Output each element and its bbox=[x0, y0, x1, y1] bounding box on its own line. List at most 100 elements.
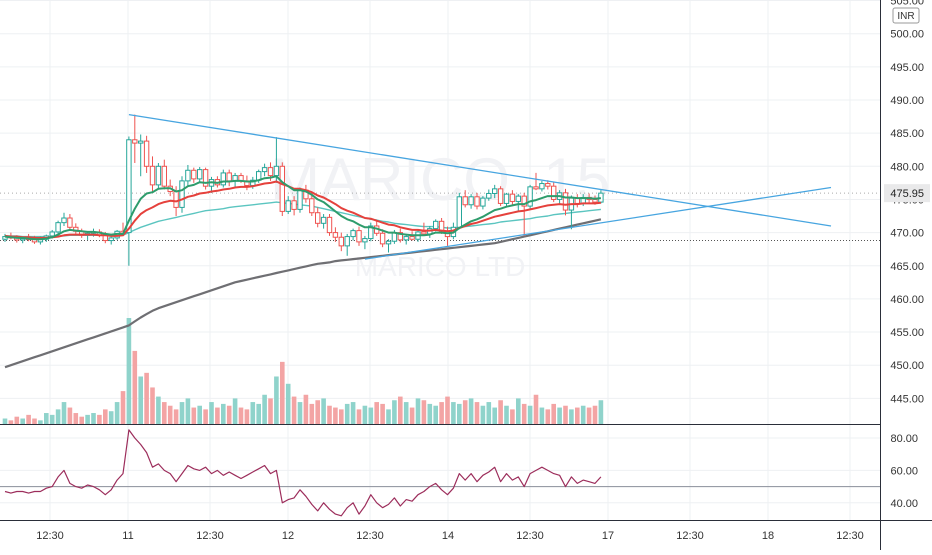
candle-body bbox=[474, 196, 480, 207]
candle-body bbox=[421, 231, 427, 235]
candle-body bbox=[149, 165, 156, 186]
volume-bar bbox=[173, 409, 179, 424]
volume-bar bbox=[61, 402, 67, 424]
volume-bar bbox=[439, 402, 444, 424]
candle-body bbox=[315, 212, 321, 224]
volume-bar bbox=[492, 407, 497, 424]
volume-bar bbox=[167, 405, 173, 424]
volume-bar bbox=[55, 409, 61, 424]
candle bbox=[220, 169, 227, 188]
rsi-tick-label: 40.00 bbox=[890, 498, 918, 510]
volume-bar bbox=[144, 372, 149, 424]
volume-bar bbox=[138, 376, 143, 424]
time-tick-label: 11 bbox=[122, 530, 133, 542]
candle bbox=[379, 229, 386, 248]
volume-bar bbox=[49, 414, 55, 424]
volume-bar bbox=[103, 409, 108, 424]
last-price-tag: 475.95 bbox=[884, 184, 930, 203]
candle bbox=[350, 228, 356, 241]
volume-bar bbox=[8, 420, 14, 424]
candle-body bbox=[108, 237, 114, 242]
candle bbox=[309, 192, 315, 217]
volume-bar bbox=[97, 414, 102, 424]
volume-bar bbox=[73, 413, 79, 424]
time-tick-label: 17 bbox=[602, 530, 614, 542]
ema-slow-line bbox=[4, 180, 602, 239]
volume-bar bbox=[280, 361, 285, 424]
volume-bar bbox=[468, 398, 474, 424]
candle bbox=[468, 194, 474, 209]
volume-bar bbox=[79, 416, 84, 424]
volume-bar bbox=[44, 413, 49, 424]
candle-body bbox=[67, 217, 73, 228]
candle bbox=[338, 232, 345, 252]
volume-bar bbox=[238, 407, 244, 424]
candle bbox=[545, 180, 551, 190]
volume-bar bbox=[179, 402, 185, 424]
rsi-axis[interactable]: 80.00 60.00 40.00 bbox=[890, 433, 918, 510]
candle-body bbox=[297, 189, 303, 210]
candle bbox=[202, 167, 209, 190]
candle bbox=[385, 239, 392, 253]
time-axis[interactable]: 12:30 11 12:30 12 12:30 14 12:30 17 12:30 18 12:30 bbox=[36, 530, 864, 542]
candle-body bbox=[456, 196, 463, 228]
volume-bar bbox=[114, 402, 120, 424]
volume-bar bbox=[14, 416, 20, 424]
volume-bar bbox=[303, 394, 309, 424]
candle-body bbox=[480, 197, 486, 207]
candle bbox=[539, 180, 545, 192]
volume-bar bbox=[285, 383, 291, 424]
time-tick-label: 14 bbox=[442, 530, 454, 542]
candle-body bbox=[468, 196, 474, 206]
time-tick-label: 12:30 bbox=[516, 530, 544, 542]
price-tick-label: 495.00 bbox=[890, 62, 924, 74]
volume-bar bbox=[262, 394, 267, 424]
volume-bar bbox=[504, 405, 509, 424]
candle bbox=[497, 186, 504, 207]
price-tick-label: 490.00 bbox=[890, 95, 924, 107]
candle-body bbox=[273, 165, 280, 177]
volume-bar bbox=[126, 318, 132, 424]
volume-bar bbox=[575, 407, 580, 424]
candle-body bbox=[138, 140, 144, 144]
candle bbox=[509, 190, 516, 205]
candle bbox=[155, 162, 162, 190]
volume-bar bbox=[2, 418, 8, 424]
price-axis[interactable]: 505.00 500.00 495.00 490.00 485.00 480.00 475.… bbox=[890, 0, 924, 405]
candle-body bbox=[492, 188, 498, 194]
time-tick-label: 12:30 bbox=[836, 530, 864, 542]
volume-bar bbox=[209, 402, 214, 424]
candle bbox=[143, 135, 150, 173]
candle-body bbox=[309, 198, 315, 214]
volume-bar bbox=[321, 398, 326, 424]
time-tick-label: 12:30 bbox=[676, 530, 704, 542]
candle bbox=[149, 156, 156, 193]
currency-badge-frame bbox=[892, 7, 920, 24]
volume-bar bbox=[91, 413, 96, 424]
candle-body bbox=[267, 167, 274, 177]
candle bbox=[368, 222, 374, 242]
candle-body bbox=[462, 196, 468, 206]
candle-body bbox=[397, 232, 404, 241]
ema-fast-line bbox=[4, 175, 602, 241]
sma-long-line bbox=[4, 218, 602, 369]
candle-body bbox=[143, 140, 150, 167]
candle bbox=[261, 163, 268, 177]
volume-bar bbox=[569, 409, 574, 424]
candle-body bbox=[185, 169, 191, 182]
volume-bar bbox=[598, 400, 604, 424]
candle-body bbox=[285, 200, 291, 212]
volume-bar bbox=[415, 398, 421, 424]
time-tick-label: 12 bbox=[282, 530, 294, 542]
candle-body bbox=[126, 139, 132, 234]
time-tick-label: 18 bbox=[762, 530, 774, 542]
candle bbox=[197, 166, 203, 183]
candle-body bbox=[356, 230, 362, 243]
candle-body bbox=[338, 236, 345, 247]
volume-bar bbox=[344, 403, 350, 424]
candle bbox=[61, 212, 67, 226]
volume-bar bbox=[356, 409, 362, 424]
price-tick-label: 455.00 bbox=[890, 327, 924, 339]
